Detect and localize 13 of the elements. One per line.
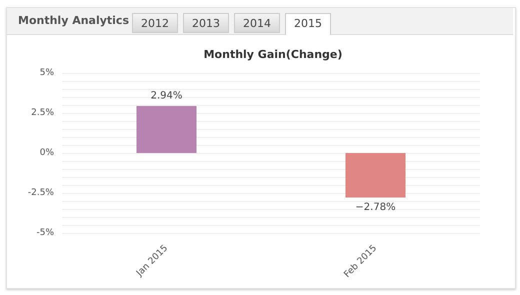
y-tick-label: -2.5% <box>28 188 54 198</box>
y-tick-label: -5% <box>36 228 54 238</box>
chart-title: Monthly Gain(Change) <box>204 48 342 61</box>
text: 2014 <box>234 13 280 33</box>
text: 2015 <box>285 13 331 35</box>
y-tick-label: 5% <box>40 68 54 78</box>
y-tick-label: 0% <box>40 148 54 158</box>
text: 2013 <box>183 13 229 33</box>
text: Monthly Analytics <box>18 14 129 27</box>
y-tick-label: 2.5% <box>31 108 54 118</box>
text: 2012 <box>132 13 178 33</box>
data-label: 2.94% <box>150 90 182 102</box>
data-label: −2.78% <box>355 202 396 213</box>
